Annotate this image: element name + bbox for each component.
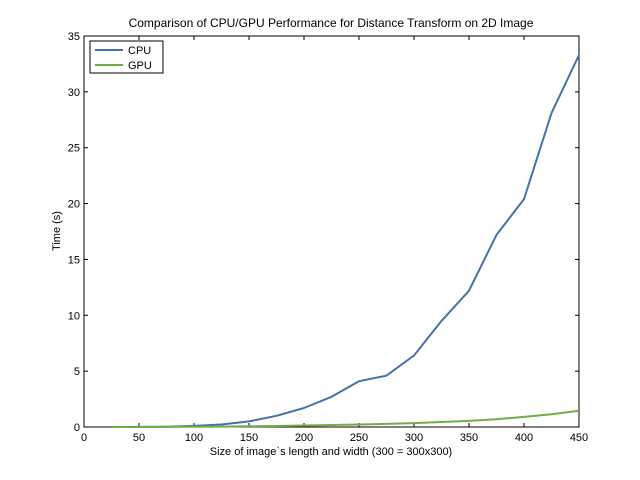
y-tick-label: 25 bbox=[68, 143, 80, 155]
plot-area bbox=[83, 35, 580, 428]
x-tick-label: 150 bbox=[240, 432, 258, 444]
x-tick-label: 200 bbox=[295, 432, 313, 444]
x-tick-label: 300 bbox=[405, 432, 423, 444]
x-tick-label: 250 bbox=[350, 432, 368, 444]
legend-box bbox=[89, 40, 164, 74]
series-line-gpu bbox=[111, 409, 580, 428]
legend-label-cpu: CPU bbox=[128, 45, 151, 57]
legend: CPU GPU bbox=[89, 40, 164, 74]
x-axis-ticks: 0 50 100 150 200 250 300 350 400 450 bbox=[81, 36, 588, 444]
chart-title: Comparison of CPU/GPU Performance for Di… bbox=[129, 16, 534, 30]
y-tick-label: 10 bbox=[68, 310, 80, 322]
y-tick-label: 20 bbox=[68, 199, 80, 211]
y-axis-ticks: 0 5 10 15 20 25 30 35 bbox=[68, 31, 579, 434]
x-tick-label: 450 bbox=[570, 432, 588, 444]
x-tick-label: 400 bbox=[515, 432, 533, 444]
series-lines bbox=[111, 54, 580, 428]
x-tick-label: 50 bbox=[133, 432, 145, 444]
x-tick-label: 0 bbox=[81, 432, 87, 444]
legend-label-gpu: GPU bbox=[128, 60, 152, 72]
x-axis-label: Size of image`s length and width (300 = … bbox=[210, 446, 452, 458]
y-tick-label: 5 bbox=[74, 366, 80, 378]
y-tick-label: 15 bbox=[68, 254, 80, 266]
x-tick-label: 350 bbox=[460, 432, 478, 444]
y-tick-label: 35 bbox=[68, 31, 80, 43]
y-tick-label: 30 bbox=[68, 87, 80, 99]
x-tick-label: 100 bbox=[185, 432, 203, 444]
y-axis-label: Time (s) bbox=[51, 211, 63, 251]
y-tick-label: 0 bbox=[74, 422, 80, 434]
